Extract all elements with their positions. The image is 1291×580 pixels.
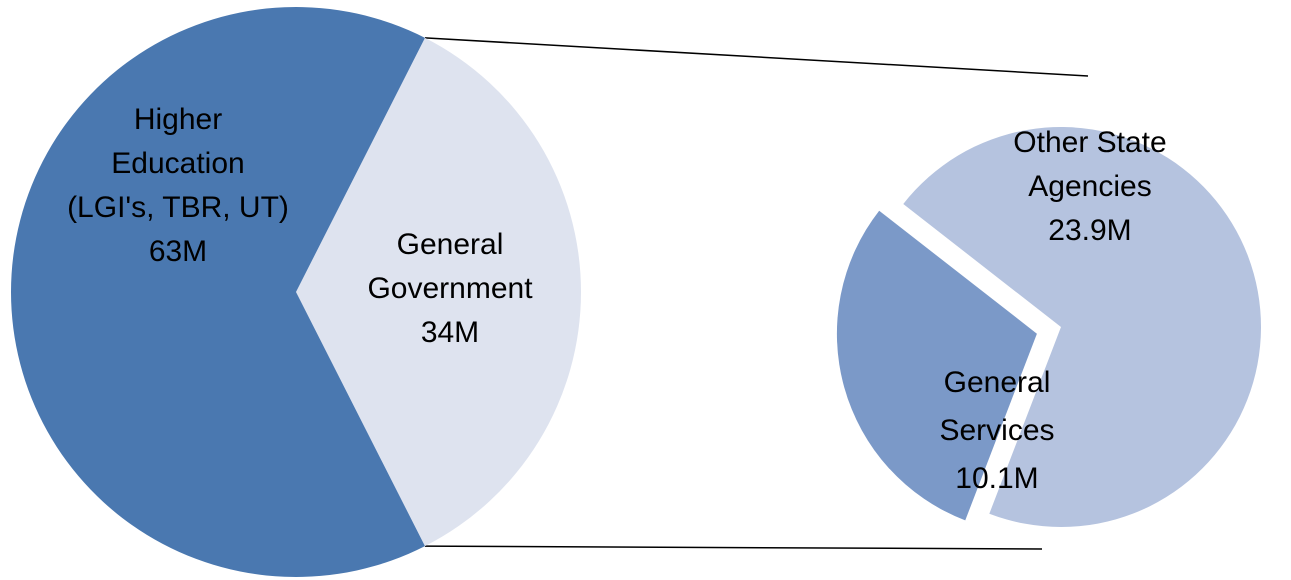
label-higher-education: Higher Education (LGI's, TBR, UT) 63M	[67, 103, 289, 268]
label-higher-education-line: Higher	[134, 103, 222, 136]
secondary-pie	[836, 126, 1262, 527]
label-general-services-line: General	[944, 366, 1051, 399]
slice-general-government	[296, 37, 582, 547]
label-higher-education-line: (LGI's, TBR, UT)	[67, 191, 289, 224]
main-pie	[11, 7, 582, 577]
connector-top	[424, 37, 1089, 77]
label-higher-education-line: 63M	[149, 235, 207, 268]
label-general-services-line: 10.1M	[955, 462, 1038, 495]
slice-other-state-agencies	[903, 126, 1262, 527]
label-other-state-agencies: Other State Agencies 23.9M	[1013, 126, 1166, 247]
label-other-state-agencies-line: Other State	[1013, 126, 1166, 159]
label-general-government-line: Government	[367, 272, 533, 305]
slice-higher-education	[11, 7, 425, 577]
label-general-government-line: General	[397, 228, 504, 261]
connector-bottom	[424, 545, 1043, 550]
label-general-government-line: 34M	[421, 316, 479, 349]
label-other-state-agencies-line: Agencies	[1028, 170, 1151, 203]
label-other-state-agencies-line: 23.9M	[1048, 214, 1131, 247]
slice-general-services	[836, 210, 1037, 521]
label-general-services: General Services 10.1M	[939, 366, 1054, 495]
label-general-government: General Government 34M	[367, 228, 533, 349]
label-general-services-line: Services	[939, 414, 1054, 447]
label-higher-education-line: Education	[111, 147, 244, 180]
